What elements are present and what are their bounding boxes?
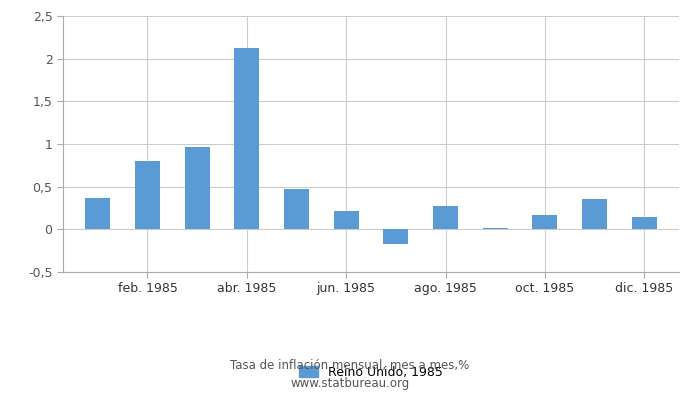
Text: Tasa de inflación mensual, mes a mes,%: Tasa de inflación mensual, mes a mes,% (230, 360, 470, 372)
Bar (85, 198, 110, 229)
Bar (284, 189, 309, 229)
Bar (135, 161, 160, 229)
Bar (334, 210, 358, 229)
Bar (483, 228, 507, 229)
Bar (433, 206, 458, 229)
Bar (533, 215, 557, 229)
Bar (384, 229, 408, 244)
Text: www.statbureau.org: www.statbureau.org (290, 378, 410, 390)
Bar (185, 148, 209, 229)
Bar (234, 48, 259, 229)
Bar (632, 216, 657, 229)
Bar (582, 200, 607, 229)
Legend: Reino Unido, 1985: Reino Unido, 1985 (294, 360, 448, 384)
